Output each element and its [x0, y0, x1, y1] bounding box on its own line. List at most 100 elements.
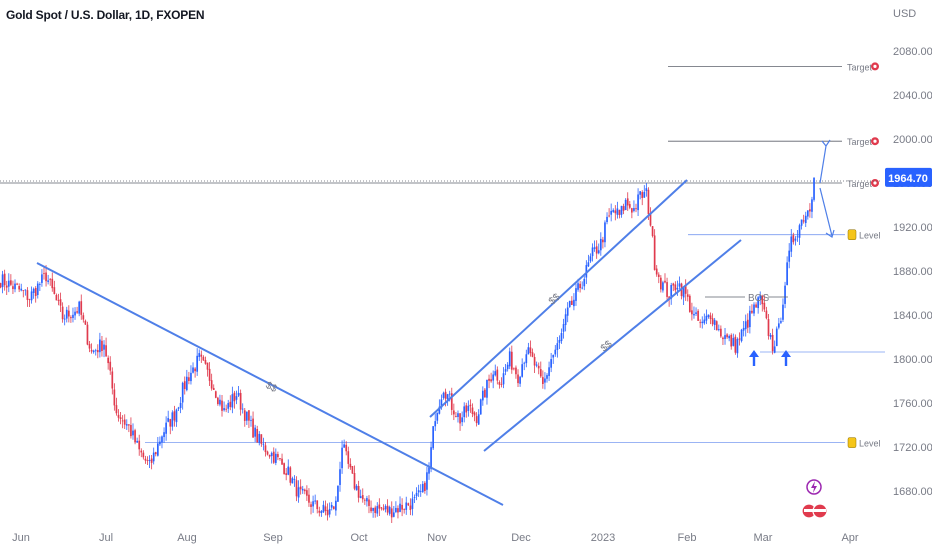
candle-body: [94, 350, 97, 352]
candle-body: [597, 250, 600, 254]
candle-body: [539, 369, 542, 377]
candle-body: [111, 371, 114, 389]
x-tick-label: 2023: [591, 532, 615, 544]
candle-body: [113, 389, 116, 406]
candle-body: [517, 374, 519, 384]
candle-body: [128, 424, 130, 426]
candle-body: [570, 300, 573, 305]
candle-body: [749, 310, 751, 328]
candle-body: [746, 319, 749, 328]
candle-body: [397, 508, 399, 513]
candle-body: [720, 328, 722, 337]
candle-body: [281, 458, 283, 465]
candle-body: [328, 508, 331, 515]
candle-body: [337, 485, 339, 502]
candle-body: [272, 451, 275, 463]
candle-body: [339, 469, 341, 485]
candle-body: [183, 381, 186, 389]
candle-body: [419, 490, 422, 492]
candle-body: [330, 504, 333, 508]
candle-body: [310, 504, 312, 507]
candle-body: [248, 410, 250, 421]
candle-body: [651, 226, 654, 236]
candle-body: [653, 235, 656, 270]
candle-body: [395, 507, 397, 513]
candle-body: [525, 354, 528, 364]
candle-body: [728, 336, 731, 339]
candle-body: [99, 339, 101, 353]
candle-body: [618, 209, 621, 216]
candle-body: [105, 345, 107, 357]
candle-body: [606, 216, 608, 223]
candle-body: [744, 321, 747, 330]
candle-body: [355, 485, 358, 491]
candle-body: [297, 487, 300, 498]
candle-body: [179, 402, 182, 408]
x-tick-label: Apr: [841, 532, 858, 544]
candle-body: [510, 351, 513, 370]
candle-body: [436, 412, 439, 421]
candle-body: [703, 319, 706, 324]
candle-body: [221, 400, 223, 411]
candle-body: [343, 444, 345, 448]
candle-body: [283, 463, 285, 474]
candle-body: [552, 354, 555, 358]
candle-body: [405, 502, 408, 510]
candle-body: [121, 420, 124, 422]
target-label: Target: [847, 179, 873, 189]
candle-body: [308, 494, 310, 503]
candle-body: [444, 391, 447, 399]
candle-body: [626, 198, 629, 206]
candle-body: [450, 393, 453, 410]
candle-body: [738, 338, 741, 340]
candle-body: [386, 505, 389, 513]
candle-body: [407, 503, 410, 506]
candle-body: [243, 410, 246, 421]
candle-body: [531, 352, 534, 357]
candle-body: [620, 205, 623, 215]
candle-body: [678, 283, 681, 287]
candle-body: [591, 247, 594, 257]
lightning-glyph: [811, 481, 817, 493]
candle-body: [498, 382, 501, 385]
candle-body: [775, 328, 778, 347]
channel-lower-line: [483, 239, 742, 452]
candle-body: [769, 335, 772, 337]
candle-body: [173, 411, 176, 421]
candle-body: [349, 463, 352, 468]
candle-body: [26, 290, 29, 300]
candle-body: [622, 206, 625, 211]
candle-body: [494, 371, 497, 376]
candle-body: [115, 405, 118, 414]
candle-body: [484, 389, 486, 398]
candle-body: [65, 309, 68, 319]
candle-body: [428, 467, 430, 474]
candle-body: [403, 509, 406, 511]
candle-body: [453, 410, 455, 415]
candle-body: [372, 507, 374, 511]
candle-body: [10, 280, 12, 285]
candle-body: [351, 466, 354, 474]
candle-body: [198, 353, 201, 358]
candle-body: [90, 349, 93, 352]
candle-body: [152, 452, 155, 462]
candle-body: [53, 287, 56, 295]
candle-body: [811, 199, 813, 212]
candle-body: [202, 356, 205, 361]
candle-body: [794, 238, 797, 241]
candle-body: [86, 324, 89, 345]
candle-body: [169, 419, 172, 427]
candle-body: [475, 416, 478, 423]
candle-body: [250, 419, 252, 421]
candle-body: [697, 310, 699, 321]
candle-body: [426, 472, 428, 490]
candle-body: [490, 379, 492, 382]
candle-body: [546, 375, 548, 379]
candle-body: [132, 430, 134, 436]
candle-body: [299, 486, 302, 490]
x-tick-label: Mar: [754, 532, 773, 544]
candle-body: [438, 406, 441, 414]
candle-body: [589, 256, 592, 262]
candle-body: [165, 422, 167, 434]
